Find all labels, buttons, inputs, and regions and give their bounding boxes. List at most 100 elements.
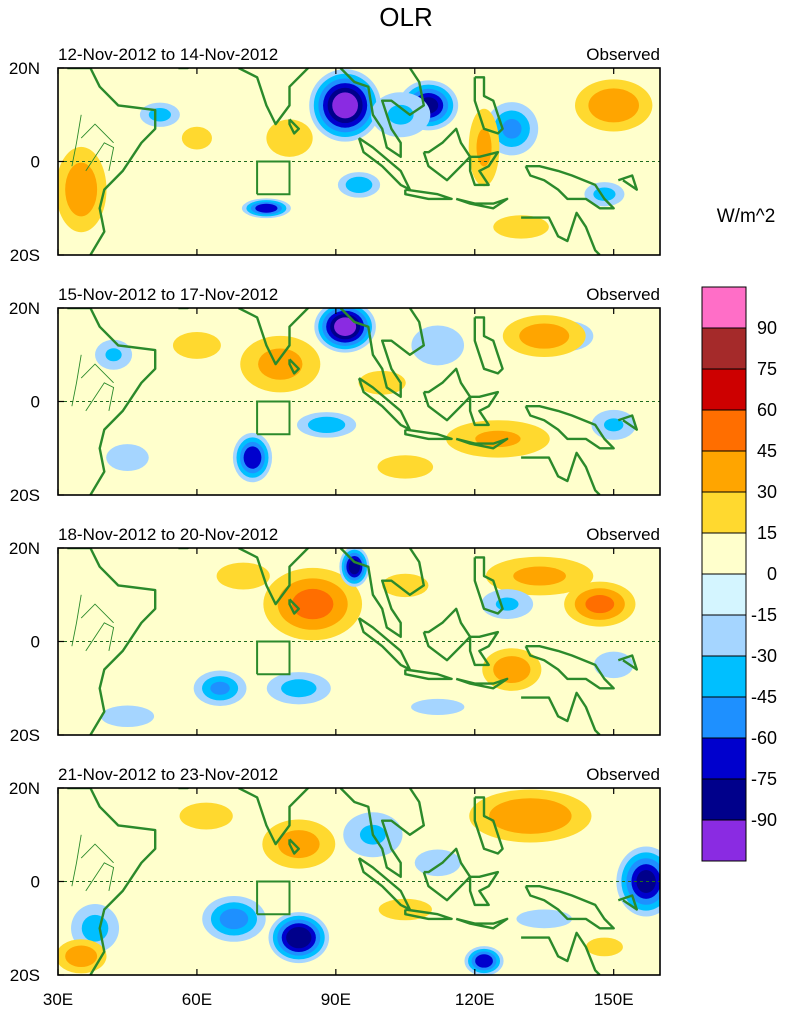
- olr-anomaly-cell: [181, 126, 212, 150]
- olr-anomaly-cell: [493, 215, 549, 239]
- coastline: [357, 377, 412, 431]
- colorbar-label: -75: [751, 769, 777, 789]
- olr-anomaly-field: [58, 69, 653, 239]
- coastline: [67, 68, 157, 255]
- colorbar-swatch: [701, 696, 747, 739]
- coastline: [617, 894, 638, 911]
- olr-anomaly-cell: [291, 588, 334, 620]
- olr-anomaly-cell: [475, 954, 493, 968]
- country-border: [80, 123, 114, 144]
- lat-label: 0: [31, 873, 40, 892]
- coastline: [524, 645, 615, 690]
- coastline: [617, 174, 638, 191]
- coastline: [67, 548, 157, 735]
- country-border: [80, 363, 114, 384]
- olr-anomaly-cell: [172, 331, 221, 359]
- lon-label: 90E: [321, 990, 351, 1009]
- country-border: [71, 114, 82, 167]
- colorbar-label: 0: [767, 564, 777, 584]
- colorbar-swatch: [701, 327, 747, 370]
- olr-anomaly-cell: [513, 566, 566, 586]
- coastline: [339, 308, 425, 398]
- coastline: [521, 691, 601, 735]
- coastline: [339, 788, 425, 878]
- olr-anomaly-cell: [411, 325, 465, 366]
- longitude-axis: 30E 60E 90E 120E 150E: [43, 990, 634, 1009]
- olr-anomaly-cell: [411, 698, 465, 716]
- olr-anomaly-cell: [286, 926, 312, 949]
- olr-anomaly-cell: [277, 830, 320, 859]
- olr-anomaly-cell: [266, 119, 313, 157]
- olr-anomaly-cell: [210, 681, 230, 695]
- olr-anomaly-cell: [476, 128, 492, 167]
- coastline: [422, 847, 472, 902]
- lat-label: 20S: [10, 966, 40, 985]
- coastline: [404, 668, 453, 681]
- lon-label: 120E: [455, 990, 495, 1009]
- coastline: [468, 150, 500, 187]
- coastline: [357, 617, 412, 671]
- olr-anomaly-cell: [81, 914, 109, 942]
- olr-anomaly-cell: [489, 798, 572, 834]
- country-border: [80, 843, 114, 864]
- olr-anomaly-cell: [100, 705, 155, 728]
- olr-anomaly-cell: [179, 802, 233, 830]
- olr-anomaly-field: [58, 789, 660, 975]
- olr-anomaly-cell: [345, 176, 373, 193]
- olr-panel: 20N 0 20S 18-Nov-2012 to 20-Nov-2012 Observe…: [9, 525, 661, 745]
- coastline: [468, 870, 500, 907]
- lat-label: 20N: [9, 59, 40, 78]
- lat-label: 20S: [10, 486, 40, 505]
- coastline: [617, 654, 638, 671]
- figure-title: OLR: [379, 2, 432, 32]
- colorbar-swatch: [701, 778, 747, 821]
- coastline: [339, 548, 425, 638]
- olr-anomaly-cell: [332, 92, 358, 119]
- colorbar-swatch: [701, 491, 747, 534]
- olr-anomaly-cell: [585, 937, 623, 957]
- coastlines: [67, 548, 638, 735]
- coastline: [473, 796, 504, 855]
- colorbar-label: 60: [757, 400, 777, 420]
- lon-label: 150E: [594, 990, 634, 1009]
- coastline: [422, 607, 472, 662]
- olr-anomaly-cell: [105, 348, 122, 362]
- coastline: [468, 630, 500, 667]
- country-border: [80, 603, 114, 624]
- coastline: [238, 308, 311, 366]
- colorbar-swatch: [701, 737, 747, 780]
- colorbar-swatch: [701, 532, 747, 575]
- coastlines: [67, 308, 638, 495]
- coastlines: [67, 788, 638, 975]
- olr-anomaly-cell: [519, 323, 570, 349]
- coastline: [524, 885, 615, 930]
- coastline: [238, 788, 311, 846]
- colorbar: 90 75 60 45 30 15 0 -15 -30 -45 -60 -75 -90: [701, 286, 777, 862]
- country-border: [71, 594, 82, 647]
- colorbar-label: -60: [751, 728, 777, 748]
- colorbar-swatch: [701, 573, 747, 616]
- coastline: [339, 68, 425, 159]
- colorbar-label: -15: [751, 605, 777, 625]
- coastline: [238, 68, 311, 126]
- olr-anomaly-cell: [106, 444, 149, 472]
- olr-anomaly-cell: [585, 595, 615, 614]
- lon-label: 60E: [182, 990, 212, 1009]
- olr-anomaly-field: [95, 308, 636, 483]
- coastline: [455, 917, 509, 930]
- lat-label: 0: [31, 393, 40, 412]
- coastline: [473, 316, 504, 375]
- colorbar-swatch: [701, 286, 747, 329]
- lat-label: 20N: [9, 299, 40, 318]
- coastline: [288, 118, 300, 135]
- olr-anomaly-cell: [65, 162, 98, 217]
- olr-anomaly-cell: [493, 656, 531, 683]
- olr-anomaly-cell: [414, 849, 461, 877]
- coastline: [455, 437, 509, 450]
- panel-tag: Observed: [586, 45, 660, 64]
- country-border: [71, 354, 82, 407]
- olr-anomaly-cell: [307, 416, 346, 433]
- olr-anomaly-cell: [502, 118, 522, 139]
- coastline: [521, 931, 601, 975]
- lat-label: 20S: [10, 246, 40, 265]
